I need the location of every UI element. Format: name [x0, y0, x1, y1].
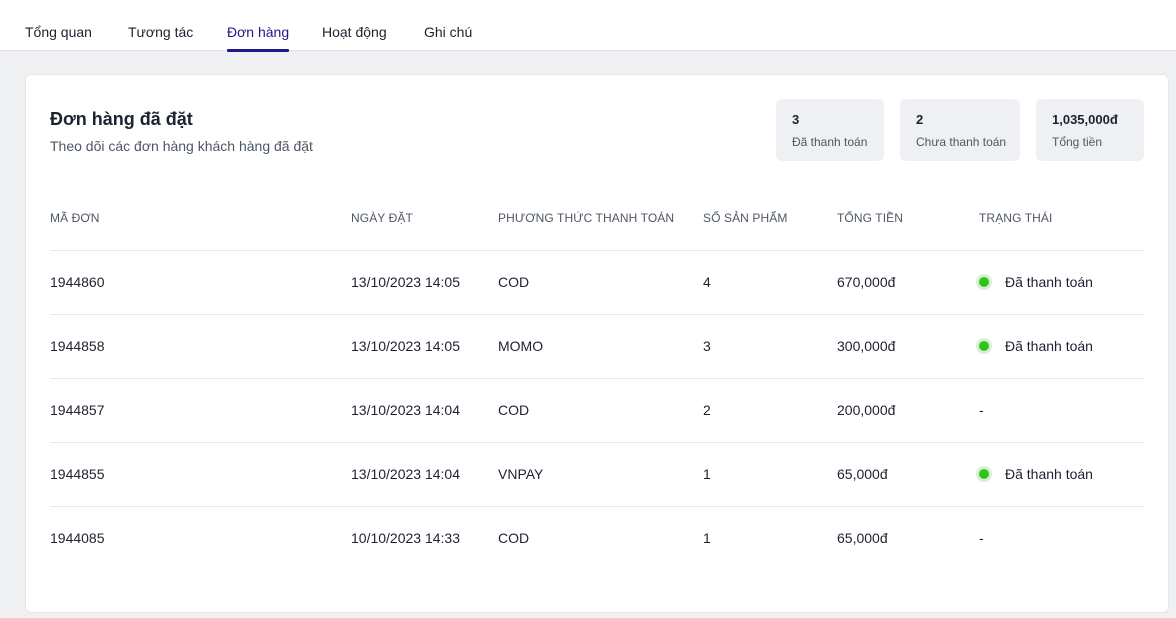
order-total: 200,000đ	[837, 402, 896, 418]
stat-total-label: Tổng tiền	[1052, 135, 1103, 149]
stat-total: 1,035,000đ Tổng tiền	[1036, 99, 1144, 161]
product-count: 1	[703, 530, 711, 546]
order-date: 10/10/2023 14:33	[351, 530, 460, 546]
stat-paid: 3 Đã thanh toán	[776, 99, 884, 161]
order-status: Đã thanh toán	[976, 442, 1093, 506]
stat-paid-value: 3	[792, 112, 800, 127]
status-dot-icon	[979, 469, 989, 480]
payment-method: COD	[498, 530, 530, 546]
row-divider	[50, 442, 1144, 443]
order-total: 670,000đ	[837, 274, 896, 290]
order-total: 65,000đ	[837, 530, 888, 546]
payment-method: COD	[498, 274, 530, 290]
table-row[interactable]: 1944855 13/10/2023 14:04 VNPAY 1 65,000đ…	[26, 442, 1170, 506]
payment-method: VNPAY	[498, 466, 544, 482]
header-divider	[50, 250, 1144, 251]
status-label: Đã thanh toán	[1005, 466, 1093, 482]
status-label: -	[979, 402, 984, 418]
order-date: 13/10/2023 14:05	[351, 338, 460, 354]
order-total: 65,000đ	[837, 466, 888, 482]
order-date: 13/10/2023 14:04	[351, 402, 460, 418]
product-count: 1	[703, 466, 711, 482]
status-dot-icon	[979, 277, 989, 288]
order-id: 1944855	[50, 466, 105, 482]
product-count: 3	[703, 338, 711, 354]
payment-method: COD	[498, 402, 530, 418]
order-date: 13/10/2023 14:04	[351, 466, 460, 482]
column-header-status[interactable]: Trạng thái	[979, 211, 1053, 225]
order-id: 1944085	[50, 530, 105, 546]
table-row[interactable]: 1944857 13/10/2023 14:04 COD 2 200,000đ …	[26, 378, 1170, 442]
order-status: Đã thanh toán	[976, 250, 1093, 314]
row-divider	[50, 314, 1144, 315]
tab-notes[interactable]: Ghi chú	[424, 24, 473, 40]
tab-bar: Tổng quan Tương tác Đơn hàng Hoạt động G…	[0, 0, 1176, 52]
table-row[interactable]: 1944860 13/10/2023 14:05 COD 4 670,000đ …	[26, 250, 1170, 314]
product-count: 4	[703, 274, 711, 290]
tab-orders[interactable]: Đơn hàng	[227, 24, 290, 52]
tab-interactions[interactable]: Tương tác	[128, 24, 194, 40]
order-id: 1944860	[50, 274, 105, 290]
order-id: 1944857	[50, 402, 105, 418]
payment-method: MOMO	[498, 338, 544, 354]
row-divider	[50, 506, 1144, 507]
order-date: 13/10/2023 14:05	[351, 274, 460, 290]
tab-overview[interactable]: Tổng quan	[25, 24, 92, 40]
orders-card: Đơn hàng đã đặt Theo dõi các đơn hàng kh…	[25, 74, 1169, 613]
stat-total-value: 1,035,000đ	[1052, 112, 1118, 127]
column-header-total[interactable]: Tổng tiền	[837, 211, 904, 225]
status-label: Đã thanh toán	[1005, 338, 1093, 354]
product-count: 2	[703, 402, 711, 418]
status-label: Đã thanh toán	[1005, 274, 1093, 290]
status-dot-icon	[979, 341, 989, 352]
order-status: -	[979, 506, 984, 570]
order-status: Đã thanh toán	[976, 314, 1093, 378]
stat-paid-label: Đã thanh toán	[792, 135, 868, 149]
column-header-order-id[interactable]: Mã đơn	[50, 211, 100, 225]
stat-unpaid-label: Chưa thanh toán	[916, 135, 1007, 149]
status-label: -	[979, 530, 984, 546]
table-row[interactable]: 1944858 13/10/2023 14:05 MOMO 3 300,000đ…	[26, 314, 1170, 378]
stat-unpaid: 2 Chưa thanh toán	[900, 99, 1020, 161]
order-status: -	[979, 378, 984, 442]
orders-subtitle: Theo dõi các đơn hàng khách hàng đã đặt	[50, 138, 313, 154]
row-divider	[50, 378, 1144, 379]
orders-title: Đơn hàng đã đặt	[50, 109, 193, 129]
tab-activity[interactable]: Hoạt động	[322, 24, 387, 40]
column-header-payment-method[interactable]: Phương thức thanh toán	[498, 211, 675, 225]
order-total: 300,000đ	[837, 338, 896, 354]
order-id: 1944858	[50, 338, 105, 354]
column-header-order-date[interactable]: Ngày đặt	[351, 211, 413, 225]
column-header-product-count[interactable]: Số sản phẩm	[703, 211, 788, 225]
table-row[interactable]: 1944085 10/10/2023 14:33 COD 1 65,000đ -	[26, 506, 1170, 570]
stat-unpaid-value: 2	[916, 112, 924, 127]
